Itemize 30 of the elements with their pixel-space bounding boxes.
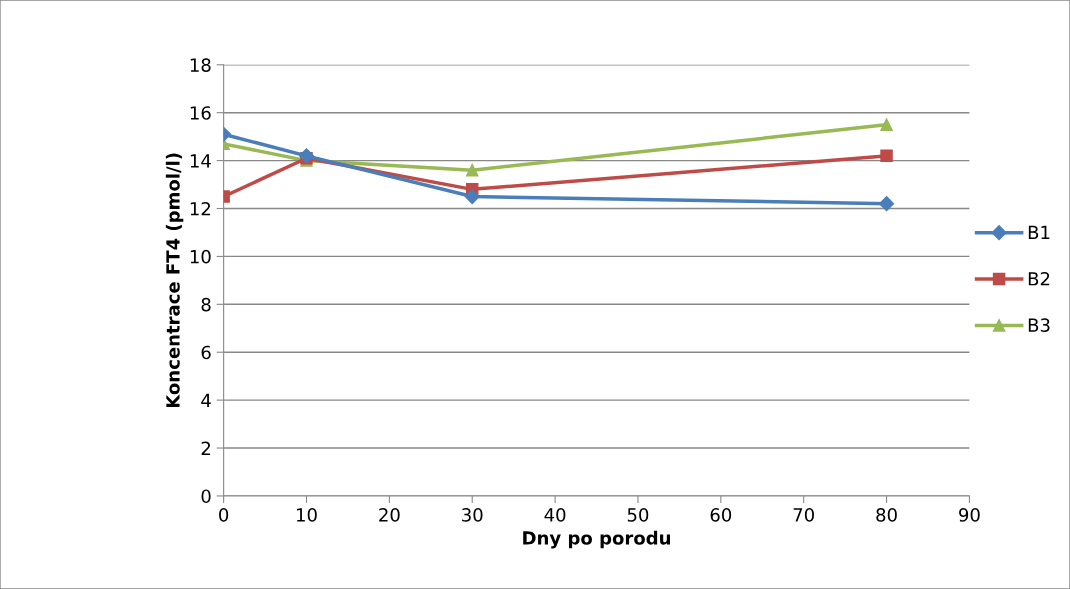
y-axis-title: Koncentrace FT4 (pmol/l) [165, 153, 184, 408]
x-tick-label: 60 [710, 508, 732, 522]
y-tick-label: 12 [190, 201, 211, 216]
y-tick-label: 0 [201, 489, 211, 504]
x-tick-label: 30 [462, 508, 483, 522]
y-tick-label: 10 [190, 249, 211, 264]
y-tick-label: 6 [201, 345, 211, 360]
y-tick-label: 14 [190, 154, 211, 168]
x-tick-label: 80 [876, 508, 897, 522]
point [878, 196, 895, 212]
x-tick-label: 70 [793, 508, 814, 522]
y-tick-label: 16 [190, 106, 211, 120]
y-tick-label: 2 [201, 441, 211, 455]
legend-label: B3 [1028, 318, 1050, 332]
point [880, 149, 893, 163]
legend-label: B2 [1028, 271, 1050, 286]
x-tick-label: 20 [379, 508, 400, 522]
legend-label: B1 [1028, 225, 1050, 239]
y-tick-label: 8 [201, 297, 211, 312]
x-tick-label: 0 [219, 508, 229, 522]
y-tick-label: 4 [201, 393, 211, 407]
y-tick-label: 18 [190, 58, 211, 72]
x-tick-label: 10 [296, 508, 317, 522]
x-axis-title: Dny po porodu [523, 530, 670, 549]
point [465, 163, 479, 177]
point [464, 188, 480, 205]
x-tick-label: 90 [959, 508, 980, 522]
point [880, 118, 893, 131]
x-tick-label: 50 [627, 508, 649, 522]
x-tick-label: 40 [544, 508, 566, 522]
